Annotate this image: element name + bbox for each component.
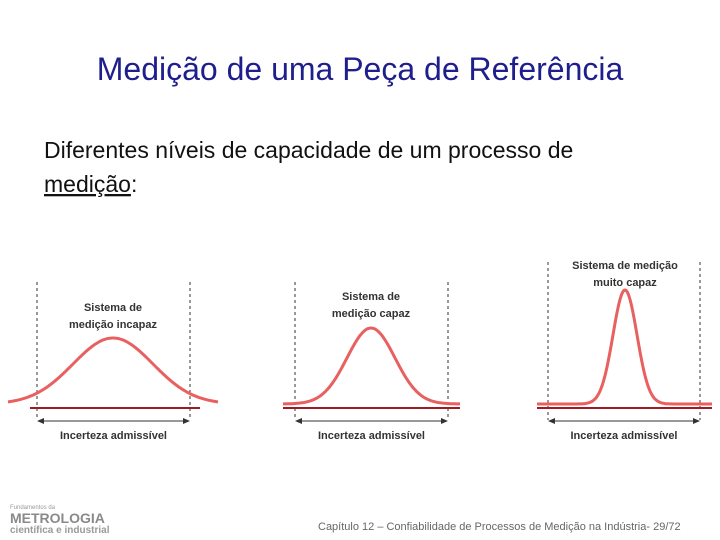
distribution-curve bbox=[283, 326, 460, 406]
range-label: Incerteza admissível bbox=[60, 430, 167, 442]
logo-sub: científica e industrial bbox=[10, 525, 110, 536]
title: Medição de uma Peça de Referência bbox=[97, 51, 624, 87]
panel-label: muito capaz bbox=[593, 277, 657, 289]
distribution-curve bbox=[537, 288, 712, 406]
panel-label: Sistema de bbox=[342, 291, 400, 303]
range-label: Incerteza admissível bbox=[570, 430, 677, 442]
logo-name: METROLOGIA bbox=[10, 510, 105, 526]
panel-label: Sistema de medição bbox=[572, 260, 678, 272]
logo-small: Fundamentos da bbox=[10, 505, 56, 511]
distribution-curve bbox=[7, 336, 219, 404]
body-text: Diferentes níveis de capacidade de um pr… bbox=[44, 137, 573, 163]
body-text: medição: bbox=[44, 171, 137, 197]
panel-label: medição incapaz bbox=[69, 319, 158, 331]
figure: Incerteza admissível Sistema de medição in… bbox=[7, 260, 712, 442]
punctuation: : bbox=[131, 171, 137, 197]
footer: Capítulo 12 – Confiabilidade de Processo… bbox=[318, 521, 681, 533]
underlined-word: medição bbox=[44, 171, 131, 197]
range-label: Incerteza admissível bbox=[318, 430, 425, 442]
panel-label: Sistema de bbox=[84, 302, 142, 314]
panel-label: medição capaz bbox=[332, 308, 411, 320]
